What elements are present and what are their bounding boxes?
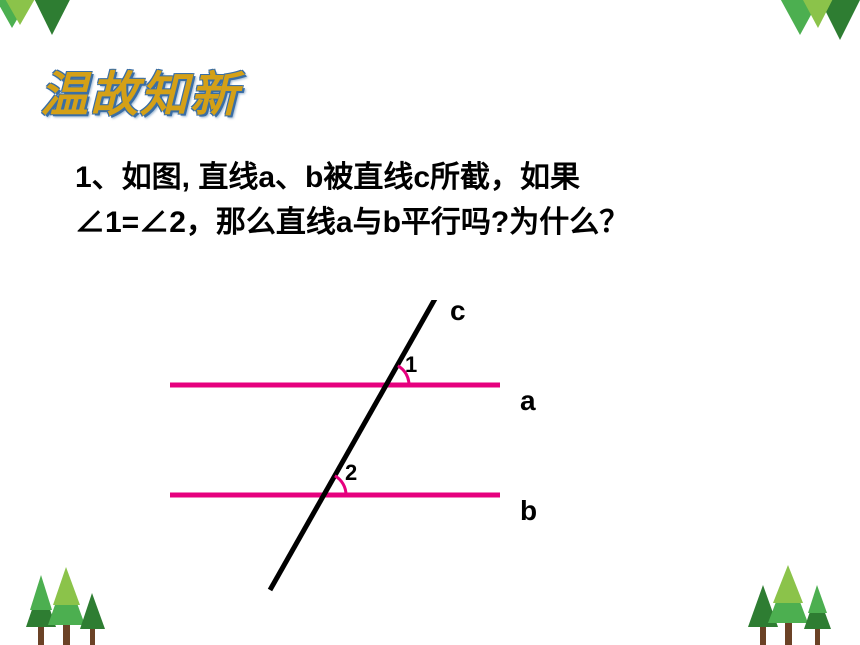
label-b: b <box>520 495 537 526</box>
label-angle-1: 1 <box>405 352 417 377</box>
slide-container: 温故知新 1、如图, 直线a、b被直线c所截，如果 ∠1=∠2，那么直线a与b平… <box>0 0 860 645</box>
question-line-2: ∠1=∠2，那么直线a与b平行吗?为什么？ <box>75 200 795 245</box>
label-a: a <box>520 385 536 416</box>
corner-decoration-top-right <box>740 0 860 80</box>
tree-cluster-left <box>26 567 105 645</box>
label-c: c <box>450 300 466 326</box>
bottom-decoration <box>0 565 860 645</box>
question-text: 1、如图, 直线a、b被直线c所截，如果 ∠1=∠2，那么直线a与b平行吗?为什… <box>75 155 795 245</box>
label-angle-2: 2 <box>345 460 357 485</box>
slide-title: 温故知新 <box>40 55 240 125</box>
tree-cluster-right <box>748 565 831 645</box>
line-c <box>270 300 440 590</box>
question-line-1: 1、如图, 直线a、b被直线c所截，如果 <box>75 155 795 200</box>
